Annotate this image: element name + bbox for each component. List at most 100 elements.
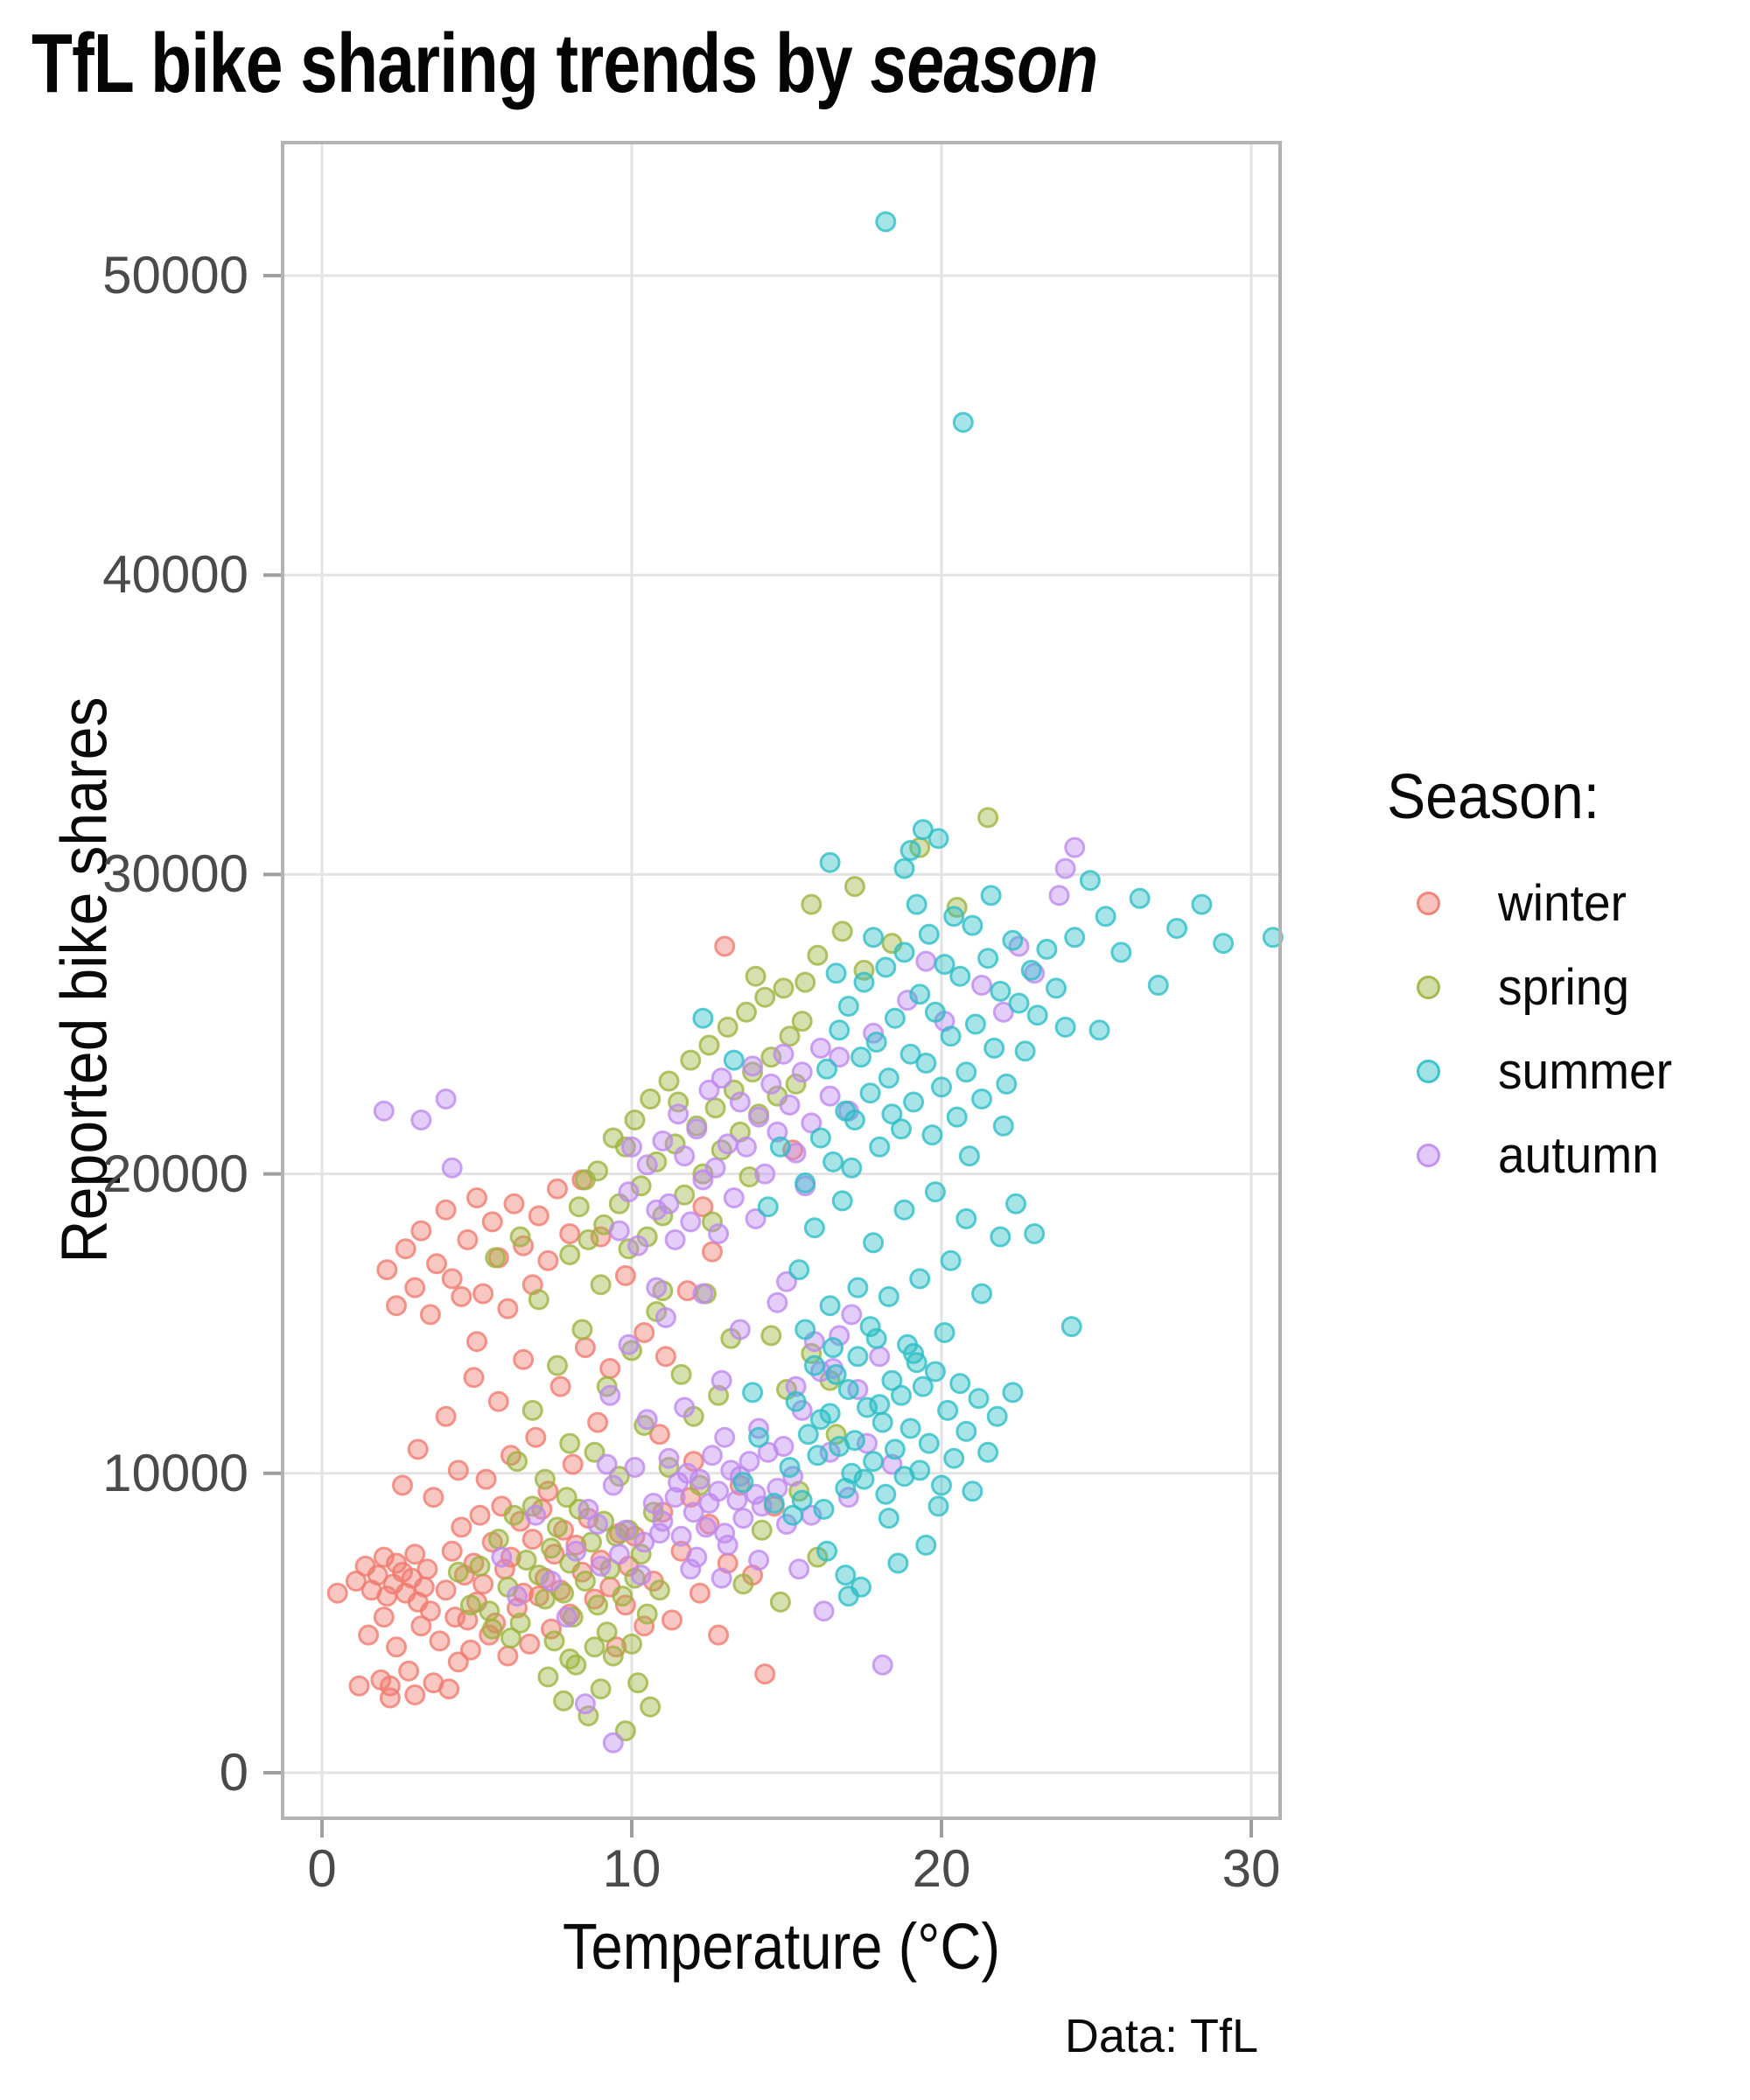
point-summer xyxy=(984,1037,1005,1059)
point-winter xyxy=(447,1460,469,1481)
point-winter xyxy=(348,1675,370,1697)
point-winter xyxy=(662,1609,682,1631)
point-summer xyxy=(763,1493,785,1514)
point-summer xyxy=(875,956,897,978)
point-spring xyxy=(547,1354,568,1376)
point-winter xyxy=(469,1504,491,1526)
point-summer xyxy=(1110,942,1132,963)
point-summer xyxy=(1024,1223,1046,1244)
point-spring xyxy=(509,1226,531,1248)
point-summer xyxy=(962,1480,984,1502)
point-summer xyxy=(931,1474,952,1496)
point-winter xyxy=(386,1636,407,1658)
point-summer xyxy=(788,1259,810,1281)
point-summer xyxy=(853,971,875,993)
point-winter xyxy=(386,1295,407,1317)
point-winter xyxy=(444,1606,466,1628)
point-autumn xyxy=(674,1396,696,1418)
point-spring xyxy=(534,1468,556,1490)
point-spring xyxy=(801,893,822,915)
point-summer xyxy=(943,1447,965,1469)
point-spring xyxy=(559,1244,581,1265)
point-spring xyxy=(807,944,829,966)
point-spring xyxy=(636,1603,658,1625)
point-autumn xyxy=(686,1546,708,1568)
point-summer xyxy=(956,1061,977,1083)
legend-label-winter: winter xyxy=(1498,874,1627,932)
point-summer xyxy=(797,1424,819,1446)
point-autumn xyxy=(829,1046,850,1068)
point-autumn xyxy=(664,1228,686,1250)
point-summer xyxy=(928,1495,949,1517)
point-autumn xyxy=(748,1550,770,1571)
spring-marker-icon xyxy=(1417,975,1440,999)
legend-item-summer[interactable]: summer xyxy=(1387,1036,1681,1106)
point-winter xyxy=(426,1253,447,1275)
point-spring xyxy=(670,1363,692,1385)
point-summer xyxy=(1191,893,1213,915)
point-spring xyxy=(773,977,794,999)
point-winter xyxy=(472,1573,494,1595)
series-summer xyxy=(692,211,1284,1607)
point-winter xyxy=(463,1367,485,1389)
point-summer xyxy=(1064,927,1086,948)
point-autumn xyxy=(776,1270,797,1292)
point-autumn xyxy=(614,1519,636,1541)
point-summer xyxy=(918,923,940,945)
point-spring xyxy=(574,1169,596,1191)
point-summer xyxy=(906,1352,928,1374)
point-autumn xyxy=(525,1504,547,1526)
point-summer xyxy=(850,1046,872,1068)
point-autumn xyxy=(729,1319,751,1340)
point-spring xyxy=(627,1672,649,1694)
legend-label-summer: summer xyxy=(1498,1042,1672,1100)
point-summer xyxy=(1026,1004,1048,1026)
y-tick-label-20000: 20000 xyxy=(102,1144,248,1203)
point-spring xyxy=(689,1474,710,1496)
point-spring xyxy=(732,1573,754,1595)
point-autumn xyxy=(689,1468,710,1490)
point-winter xyxy=(487,1390,509,1412)
point-summer xyxy=(847,1277,869,1298)
point-autumn xyxy=(710,1567,732,1589)
point-autumn xyxy=(618,1181,640,1203)
point-autumn xyxy=(813,1600,835,1622)
point-autumn xyxy=(574,1693,596,1715)
legend-item-winter[interactable]: winter xyxy=(1387,868,1634,938)
point-summer xyxy=(971,1283,992,1305)
point-spring xyxy=(537,1666,559,1688)
point-autumn xyxy=(636,1154,658,1176)
legend-item-spring[interactable]: spring xyxy=(1387,952,1636,1022)
point-spring xyxy=(500,1628,522,1648)
point-winter xyxy=(395,1238,416,1260)
point-autumn xyxy=(809,1037,831,1059)
point-summer xyxy=(878,1508,900,1530)
point-summer xyxy=(1005,1193,1026,1214)
point-summer xyxy=(956,1420,977,1442)
point-spring xyxy=(584,1441,606,1463)
legend-item-autumn[interactable]: autumn xyxy=(1387,1120,1667,1190)
point-autumn xyxy=(773,1043,794,1065)
point-spring xyxy=(559,1432,581,1454)
point-winter xyxy=(519,1633,541,1655)
x-tick-label-30: 30 xyxy=(1222,1839,1281,1898)
point-autumn xyxy=(578,1498,599,1520)
point-summer xyxy=(881,1369,903,1391)
point-winter xyxy=(708,1624,730,1646)
point-spring xyxy=(503,1504,525,1526)
point-winter xyxy=(379,1687,401,1709)
point-spring xyxy=(738,1166,760,1187)
point-summer xyxy=(865,1327,887,1349)
point-summer xyxy=(859,1316,881,1338)
point-spring xyxy=(568,1196,590,1218)
point-winter xyxy=(503,1193,525,1214)
point-autumn xyxy=(791,1061,813,1083)
point-winter xyxy=(466,1331,487,1353)
point-spring xyxy=(487,1529,509,1550)
point-autumn xyxy=(869,1346,891,1368)
point-autumn xyxy=(971,975,992,996)
axis-tick-marks xyxy=(263,274,1253,1838)
point-spring xyxy=(574,1571,596,1592)
point-autumn xyxy=(745,1483,766,1505)
point-autumn xyxy=(785,1376,807,1397)
